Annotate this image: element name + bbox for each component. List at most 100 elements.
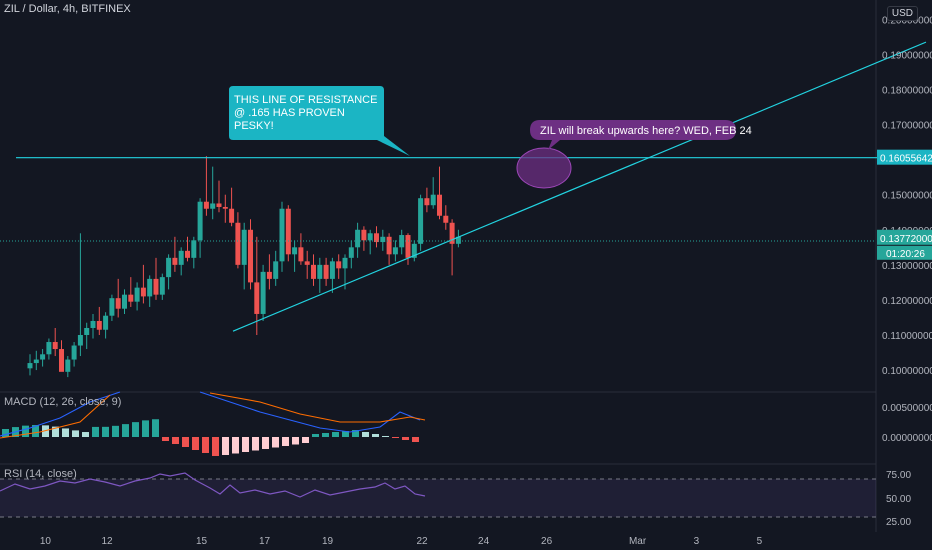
- macd-histogram-bar: [232, 437, 239, 454]
- candle: [374, 226, 379, 248]
- rsi-axis-label: 25.00: [886, 517, 911, 528]
- candle: [248, 219, 253, 290]
- candle: [311, 254, 316, 286]
- macd-axis-label: 0.00500000: [882, 403, 932, 414]
- time-axis-label: 26: [541, 536, 553, 547]
- candle: [355, 222, 361, 258]
- candle: [241, 222, 247, 290]
- candle-body: [285, 208, 291, 255]
- candle-body: [266, 271, 272, 279]
- candle-body: [405, 235, 411, 258]
- candle: [411, 240, 417, 262]
- candle: [191, 236, 197, 269]
- symbol-title: ZIL / Dollar, 4h, BITFINEX: [4, 3, 131, 15]
- candle-body: [329, 261, 335, 279]
- macd-histogram-bar: [262, 437, 269, 449]
- price-axis-label: 0.18000000: [882, 85, 932, 96]
- macd-histogram-bar: [222, 437, 229, 455]
- macd-histogram-bar: [252, 437, 259, 451]
- candle-body: [254, 282, 260, 314]
- macd-histogram-bar: [322, 433, 329, 437]
- breakout-label-box: [530, 120, 736, 150]
- rsi-axis-label: 50.00: [886, 494, 911, 505]
- macd-histogram-bar: [392, 437, 399, 438]
- resistance-callout-text: THIS LINE OF RESISTANCE @ .165 HAS PROVE…: [234, 94, 381, 132]
- candle: [235, 212, 241, 269]
- candle: [140, 264, 146, 304]
- macd-histogram-bar: [302, 437, 309, 443]
- rsi-label: RSI (14, close): [4, 468, 77, 480]
- candle-body: [418, 198, 424, 244]
- price-axis-label: 0.13000000: [882, 261, 932, 272]
- candle-body: [134, 287, 140, 302]
- support-trendline[interactable]: [232, 41, 927, 332]
- macd-histogram-bar: [62, 428, 69, 437]
- candle-body: [71, 345, 77, 360]
- candle-body: [235, 222, 241, 265]
- candle: [405, 233, 411, 265]
- macd-histogram-bar: [92, 426, 99, 437]
- countdown-bg: [877, 245, 932, 260]
- currency-badge[interactable]: USD: [886, 6, 918, 21]
- candle: [317, 257, 323, 293]
- macd-histogram-bar: [52, 426, 59, 437]
- candle-body: [361, 229, 367, 241]
- candle: [96, 306, 102, 336]
- time-axis-label: 19: [322, 536, 334, 547]
- time-axis-label: 17: [259, 536, 271, 547]
- candle: [298, 233, 304, 265]
- candle: [430, 177, 436, 209]
- time-axis-label: 10: [40, 536, 52, 547]
- price-axis-label: 0.15000000: [882, 191, 932, 202]
- macd-histogram-bar: [312, 434, 319, 437]
- macd-histogram-bar: [132, 422, 139, 437]
- candle: [424, 187, 430, 213]
- candle: [90, 313, 96, 339]
- price-axis-label: 0.11000000: [882, 331, 932, 342]
- candle-body: [424, 198, 430, 206]
- candle: [418, 194, 424, 251]
- candle: [254, 236, 260, 336]
- macd-histogram-bar: [152, 419, 159, 437]
- macd-histogram-bar: [282, 437, 289, 446]
- candle-body: [380, 236, 386, 243]
- candle: [304, 250, 310, 279]
- rsi-band: [0, 479, 876, 517]
- time-axis-label: 15: [196, 536, 208, 547]
- candle: [33, 350, 39, 371]
- price-axis-label: 0.17000000: [882, 121, 932, 132]
- macd-histogram-bar: [352, 430, 359, 437]
- candle-body: [33, 359, 39, 364]
- candle-body: [96, 320, 102, 330]
- macd-histogram-bar: [192, 437, 199, 450]
- candle: [367, 229, 373, 255]
- candle-body: [197, 201, 203, 241]
- rsi-line: [0, 472, 426, 498]
- candle-body: [203, 201, 209, 209]
- rsi-axis-label: 75.00: [886, 470, 911, 481]
- candle-body: [109, 298, 115, 316]
- candle: [443, 205, 449, 230]
- last-price-badge-bg: [877, 229, 932, 245]
- macd-histogram-bar: [212, 437, 219, 456]
- candle-body: [392, 247, 398, 255]
- candle-body: [128, 294, 134, 302]
- resistance-price-badge: 0.16055642: [880, 154, 932, 165]
- candle-body: [84, 327, 90, 336]
- macd-histogram-bar: [292, 437, 299, 445]
- candle: [166, 254, 172, 290]
- candle-body: [248, 229, 253, 283]
- candle: [336, 254, 342, 279]
- candle: [128, 277, 134, 307]
- candle: [71, 342, 77, 367]
- candle: [392, 240, 398, 262]
- candle: [103, 312, 109, 339]
- candle-body: [178, 250, 184, 265]
- macd-histogram-bar: [242, 437, 249, 452]
- candle-body: [46, 342, 52, 355]
- candle: [153, 257, 159, 300]
- time-axis-label: 24: [478, 536, 490, 547]
- macd-histogram-bar: [272, 437, 279, 448]
- candle-body: [374, 233, 379, 243]
